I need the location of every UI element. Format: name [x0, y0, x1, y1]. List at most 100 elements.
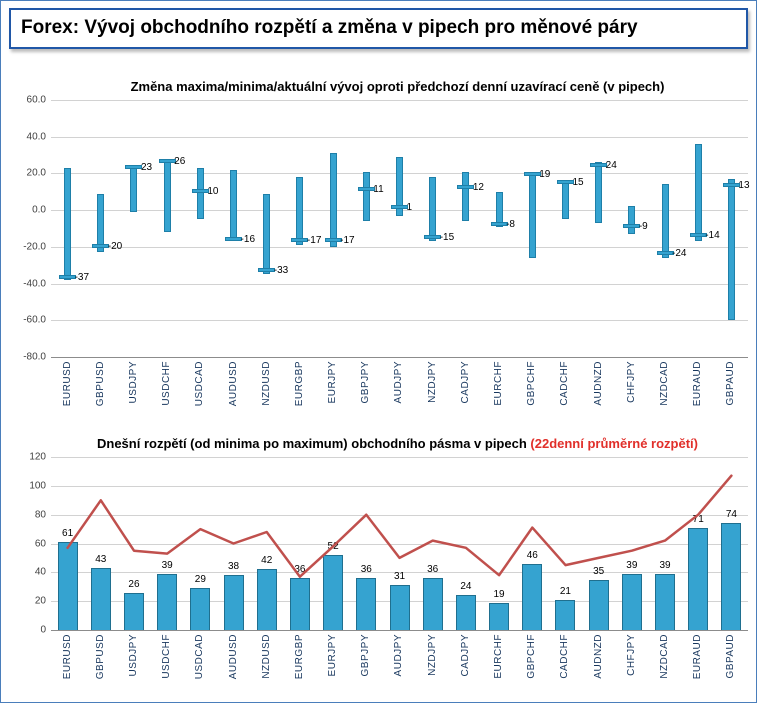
y-tick-label: 40 [34, 566, 46, 578]
range-value-bar [721, 523, 742, 630]
data-label: 11 [373, 183, 384, 195]
chart1-plot-area: -37 -20 23 26 10 -16 -33 -17 -17 11 1 -15 12 -8 19 15 24… [51, 100, 750, 358]
y-tick-label: 40.0 [26, 131, 46, 143]
category-label: EURCHF [482, 361, 515, 412]
current-value-marker [391, 205, 408, 210]
range-bar [263, 193, 271, 275]
chart-daily-range: Dnešní rozpětí (od minima po maximum) ob… [7, 436, 748, 685]
category-label: USDCAD [184, 634, 217, 685]
current-value-marker [689, 232, 707, 237]
data-label: 19 [493, 588, 505, 600]
current-value-marker [158, 159, 176, 164]
range-value-bar [389, 585, 410, 630]
data-label: 12 [472, 182, 484, 194]
category-label: AUDNZD [582, 634, 615, 685]
category-label: CADCHF [549, 634, 582, 685]
range-bar [362, 171, 370, 222]
data-label: 13 [738, 180, 750, 192]
category-label-text: CADCHF [559, 361, 571, 406]
category-label: GBPUSD [84, 361, 117, 412]
range-value-bar [90, 568, 111, 630]
category-label-text: GBPJPY [360, 361, 372, 404]
category-label-text: EURAUD [692, 634, 704, 680]
range-value-bar [323, 555, 344, 630]
data-label: 71 [692, 513, 704, 525]
data-label: 31 [393, 571, 406, 583]
data-label: -20 [107, 240, 123, 252]
category-label: NZDUSD [250, 361, 283, 412]
data-label: -24 [672, 248, 687, 260]
category-label-text: NZDUSD [260, 634, 272, 679]
y-tick-label: 80 [34, 509, 46, 521]
category-label-text: GBPCHF [526, 361, 538, 406]
data-label: 42 [261, 555, 273, 567]
category-label-text: USDJPY [127, 361, 139, 404]
current-value-marker [258, 267, 276, 272]
category-label: AUDUSD [217, 361, 250, 412]
current-value-marker [623, 223, 641, 228]
data-label: 1 [406, 202, 413, 214]
category-label-text: CHFJPY [625, 634, 637, 676]
category-label-text: CADJPY [459, 361, 471, 404]
data-label: 43 [95, 554, 107, 565]
category-label-text: NZDJPY [426, 361, 438, 403]
current-value-marker [59, 275, 77, 280]
current-value-marker [490, 221, 508, 226]
data-label: 24 [605, 160, 617, 172]
range-bar [429, 177, 437, 242]
y-tick-label: 0.0 [32, 204, 46, 216]
range-bar [163, 160, 171, 233]
range-bar [528, 173, 536, 258]
y-tick-label: -60.0 [23, 314, 46, 326]
category-label-text: AUDJPY [393, 361, 405, 404]
range-bar [727, 178, 735, 321]
category-label-text: USDCHF [161, 361, 173, 406]
data-label: 24 [460, 581, 472, 593]
category-label-text: EURJPY [327, 361, 339, 404]
range-value-bar [522, 563, 543, 630]
data-label: 35 [593, 565, 605, 577]
y-tick-label: 20 [34, 595, 46, 607]
data-label: 38 [227, 561, 240, 573]
current-value-marker [590, 163, 608, 168]
data-label: 10 [207, 185, 219, 197]
gridline [51, 320, 748, 322]
category-label: AUDJPY [383, 634, 416, 685]
range-value-bar [588, 579, 609, 630]
data-label: 39 [626, 559, 638, 571]
category-label-text: EURAUD [692, 361, 704, 407]
category-label: EURGBP [283, 634, 316, 685]
chart2-plot-row: 120 100 80 60 40 20 0 61 43 26 39 29 38 42 36 52 36 31 36… [7, 452, 748, 636]
average-range-line-overlay [66, 474, 733, 578]
range-value-bar [57, 542, 78, 630]
current-value-marker [656, 251, 674, 256]
category-label: GBPJPY [350, 634, 383, 685]
category-label-text: CADCHF [559, 634, 571, 679]
data-label: -14 [705, 229, 720, 241]
category-label: AUDNZD [582, 361, 615, 412]
category-label-text: GBPJPY [360, 634, 372, 677]
category-label-text: USDJPY [127, 634, 139, 677]
y-tick-label: -40.0 [23, 278, 46, 290]
category-label: GBPUSD [84, 634, 117, 685]
category-label-text: GBPUSD [94, 361, 106, 407]
chart2-title-text: Dnešní rozpětí (od minima po maximum) ob… [97, 436, 527, 451]
y-tick-label: 120 [29, 451, 46, 463]
y-tick-label: 0 [40, 624, 46, 636]
data-label: -15 [439, 231, 455, 243]
y-tick-label: -80.0 [23, 351, 46, 363]
category-label-text: AUDJPY [393, 634, 405, 677]
y-tick-label: 20.0 [26, 167, 46, 179]
data-label: 36 [427, 564, 439, 576]
range-value-bar [190, 588, 211, 630]
range-bar [396, 156, 403, 216]
chart2-title-highlight: (22denní průměrné rozpětí) [530, 436, 698, 451]
data-label: 21 [559, 585, 571, 597]
range-value-bar [688, 527, 709, 630]
y-tick-label: 100 [29, 480, 46, 492]
chart1-y-axis: 60.0 40.0 20.0 0.0 -20.0 -40.0 -60.0 -80.0 [7, 95, 51, 363]
category-label-text: USDCAD [194, 361, 206, 407]
current-value-marker [324, 238, 342, 243]
category-label: EURUSD [51, 634, 84, 685]
category-label-text: EURCHF [493, 634, 505, 679]
